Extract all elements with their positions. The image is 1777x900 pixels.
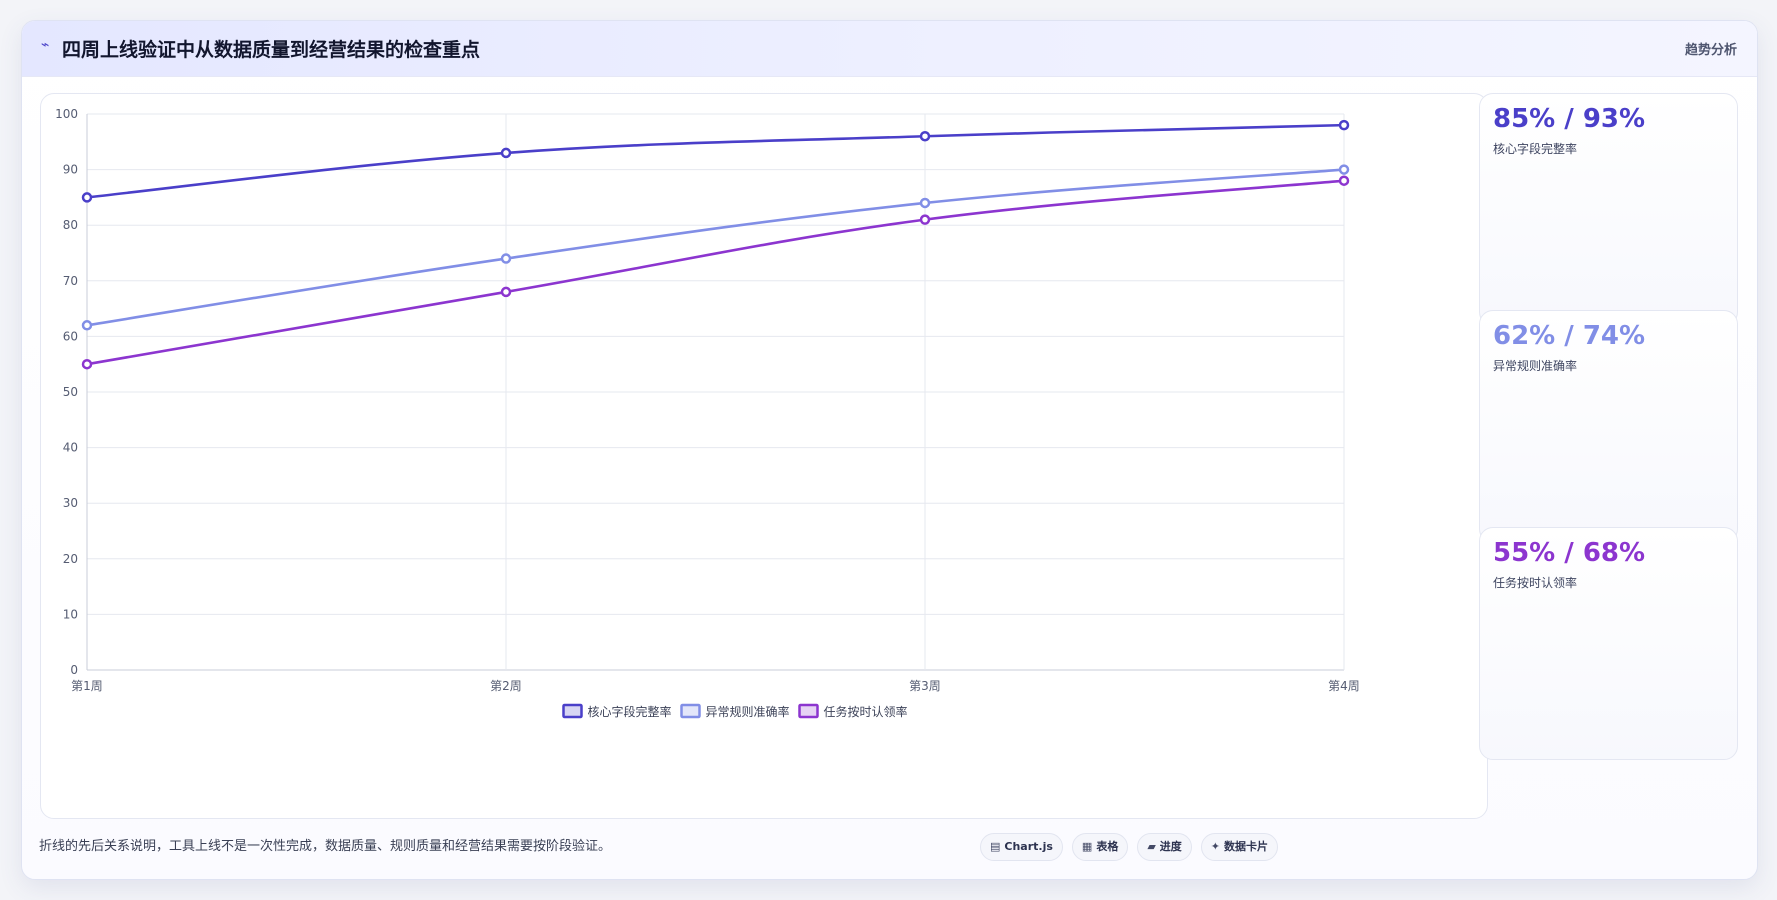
y-tick-label: 10 — [63, 607, 78, 621]
chip-progress[interactable]: ▰ 进度 — [1137, 833, 1192, 861]
series-line-2 — [86, 168, 1345, 327]
page-title: 四周上线验证中从数据质量到经营结果的检查重点 — [62, 39, 481, 61]
y-tick-label: 80 — [63, 218, 78, 232]
x-tick-label: 第3周 — [909, 679, 941, 693]
legend-swatch — [798, 703, 819, 719]
trend-analysis-badge: 趋势分析 — [1684, 43, 1737, 58]
chip-label: 进度 — [1159, 840, 1182, 853]
line-chart: 0 10 20 30 40 50 60 70 80 90 100 第1周 第2周 第3周 第4周核心字段完整… — [55, 107, 1360, 719]
legend-label: 异常规则准确率 — [706, 704, 790, 719]
data-point — [500, 253, 512, 264]
chart-panel: 0 10 20 30 40 50 60 70 80 90 100 第1周 第2周 第3周 第4周核心字段完整… — [40, 93, 1488, 819]
series-line-1 — [86, 123, 1345, 199]
chip-table[interactable]: ▦ 表格 — [1071, 833, 1129, 861]
y-tick-label: 60 — [63, 329, 78, 343]
kpi-label: 核心字段完整率 — [1493, 142, 1578, 156]
legend-label: 任务按时认领率 — [824, 704, 908, 719]
x-tick-label: 第2周 — [490, 679, 522, 693]
data-point — [919, 130, 931, 142]
y-tick-label: 70 — [63, 274, 78, 288]
y-tick-label: 0 — [70, 663, 78, 677]
legend-label: 核心字段完整率 — [588, 704, 672, 719]
kpi-card-accuracy: 62% / 74% 异常规则准确率 — [1479, 310, 1738, 543]
chip-label: 数据卡片 — [1224, 840, 1269, 853]
x-tick-label: 第1周 — [71, 679, 103, 693]
data-point — [81, 320, 93, 331]
chip-label: 表格 — [1096, 840, 1119, 853]
data-point — [1338, 175, 1350, 186]
kpi-card-completeness: 85% / 93% 核心字段完整率 — [1479, 93, 1738, 326]
dashboard-card: ⌁ 四周上线验证中从数据质量到经营结果的检查重点 趋势分析 0 10 20 30 40 5… — [21, 20, 1758, 880]
kpi-label: 任务按时认领率 — [1493, 576, 1578, 590]
y-tick-label: 100 — [55, 107, 78, 121]
kpi-value: 62% / 74% — [1493, 321, 1646, 351]
kpi-label: 异常规则准确率 — [1493, 359, 1578, 373]
chip-label: Chart.js — [1004, 840, 1053, 853]
x-tick-label: 第4周 — [1328, 679, 1360, 693]
chip-chartjs[interactable]: ▤ Chart.js — [980, 833, 1063, 861]
kpi-value: 55% / 68% — [1493, 538, 1646, 568]
sparkle-icon: ✦ — [1210, 840, 1221, 853]
progress-icon: ▰ — [1147, 840, 1156, 853]
data-point — [500, 147, 512, 159]
data-point — [1338, 119, 1350, 131]
y-tick-label: 30 — [63, 496, 78, 510]
kpi-card-claim-rate: 55% / 68% 任务按时认领率 — [1479, 527, 1738, 760]
footer-note: 折线的先后关系说明，工具上线不是一次性完成，数据质量、规则质量和经营结果需要按阶… — [39, 839, 612, 854]
y-tick-label: 20 — [63, 552, 78, 566]
data-point — [81, 192, 93, 203]
legend-swatch — [680, 703, 701, 719]
y-tick-label: 50 — [63, 385, 78, 399]
data-point — [81, 358, 93, 370]
chip-data-cards[interactable]: ✦ 数据卡片 — [1200, 833, 1279, 861]
legend-swatch — [562, 703, 583, 719]
data-point — [1338, 164, 1350, 175]
kpi-value: 85% / 93% — [1493, 104, 1646, 134]
data-point — [919, 214, 931, 225]
tech-chips: ▤ Chart.js ▦ 表格 ▰ 进度 ✦ 数据卡片 — [980, 833, 1279, 861]
table-icon: ▦ — [1081, 840, 1093, 853]
series-line-3 — [86, 179, 1345, 366]
data-point — [919, 197, 931, 209]
data-point — [500, 286, 512, 298]
pulse-icon: ⌁ — [41, 37, 50, 53]
chart-icon: ▤ — [990, 840, 1001, 853]
card-header: ⌁ 四周上线验证中从数据质量到经营结果的检查重点 趋势分析 — [22, 21, 1757, 77]
y-tick-label: 90 — [63, 163, 78, 177]
y-tick-label: 40 — [63, 441, 78, 455]
